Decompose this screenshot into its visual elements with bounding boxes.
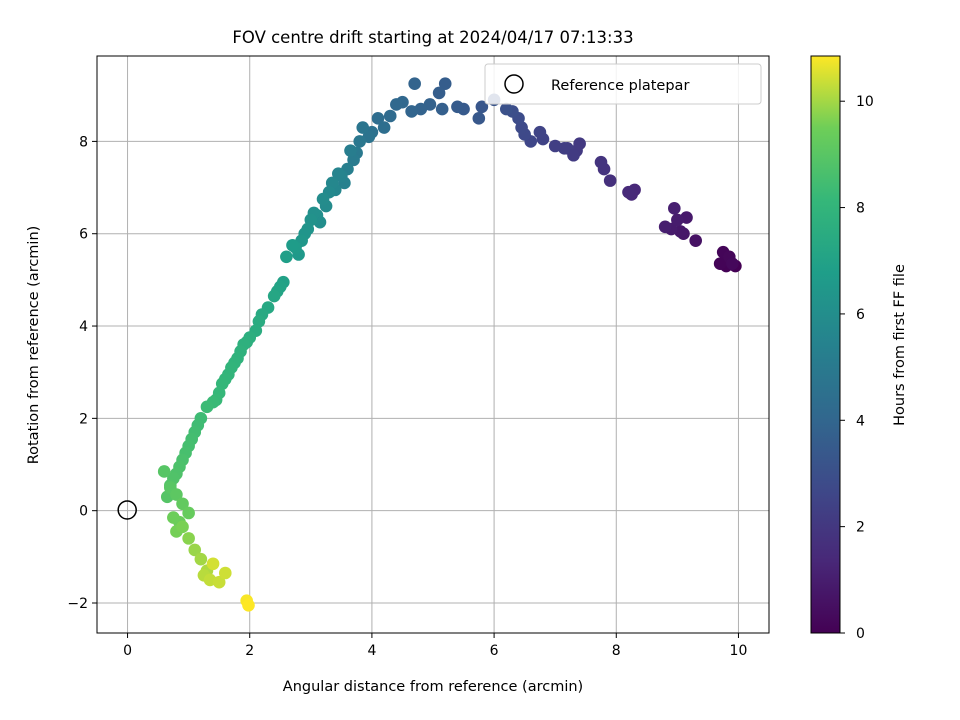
plot-frame	[96, 55, 770, 634]
colorbar	[810, 55, 841, 634]
legend: Reference platepar	[484, 63, 762, 105]
x-tick-label: 2	[245, 643, 254, 659]
data-point	[594, 155, 608, 169]
data-point	[332, 167, 345, 181]
y-tick-label: 4	[79, 319, 88, 335]
data-point	[212, 575, 226, 589]
data-point	[726, 257, 739, 271]
x-tick-label: 0	[123, 643, 132, 659]
data-point	[408, 77, 421, 90]
grid	[97, 56, 769, 633]
data-point	[603, 174, 617, 187]
data-point	[371, 112, 385, 125]
data-point	[713, 257, 727, 271]
colorbar-tick-label: 6	[856, 307, 865, 323]
data-point	[218, 566, 232, 580]
data-point	[267, 289, 281, 303]
data-point	[176, 520, 189, 534]
colorbar-tick-label: 4	[856, 413, 865, 429]
data-point	[286, 238, 299, 252]
x-tick-label: 6	[490, 643, 499, 659]
reference-point-marker	[117, 500, 137, 520]
data-point	[405, 105, 418, 118]
data-points	[157, 77, 742, 612]
data-point	[188, 543, 202, 557]
data-point	[356, 121, 370, 134]
x-axis-ticks: 0 2 4 6 8 10	[123, 633, 747, 659]
y-axis-ticks: −2 0 2 4 6 8	[67, 134, 97, 612]
data-point	[280, 250, 293, 264]
data-point	[432, 86, 446, 100]
x-tick-label: 8	[612, 643, 621, 659]
colorbar-tick-label: 2	[856, 520, 865, 536]
colorbar-tick-label: 10	[856, 94, 874, 110]
data-point	[383, 109, 397, 123]
colorbar-label: Hours from first FF file	[892, 264, 908, 426]
data-point	[475, 100, 489, 114]
legend-marker	[504, 74, 524, 94]
data-point	[390, 98, 403, 111]
data-point	[206, 557, 220, 571]
data-point	[344, 144, 357, 157]
data-point	[671, 213, 684, 227]
data-point	[200, 400, 214, 414]
y-tick-label: 8	[79, 134, 88, 150]
data-point	[500, 102, 513, 116]
colorbar-tick-label: 8	[856, 201, 865, 217]
data-point	[170, 488, 183, 501]
chart-title: FOV centre drift starting at 2024/04/17 …	[232, 28, 633, 47]
data-point	[438, 77, 452, 90]
data-point	[472, 112, 486, 125]
y-tick-label: 2	[79, 411, 88, 427]
legend-box	[484, 63, 762, 105]
colorbar-ticks: 0 2 4 6 8 10	[840, 94, 874, 642]
data-point	[658, 220, 672, 234]
x-tick-label: 4	[367, 643, 376, 659]
data-point	[533, 125, 547, 139]
data-point	[353, 135, 366, 148]
data-point	[182, 532, 195, 545]
data-point	[622, 185, 635, 199]
data-point	[316, 192, 330, 206]
data-point	[668, 202, 681, 215]
y-tick-label: 0	[79, 504, 88, 520]
data-point	[451, 100, 464, 114]
data-point	[548, 139, 562, 153]
data-point	[242, 599, 255, 612]
data-point	[176, 497, 189, 511]
data-point	[435, 102, 449, 116]
x-axis-label: Angular distance from reference (arcmin)	[283, 679, 583, 695]
legend-entry-reference: Reference platepar	[551, 78, 689, 94]
data-point	[194, 552, 208, 566]
data-point	[182, 506, 195, 520]
data-point	[157, 465, 171, 478]
colorbar-tick-label: 0	[856, 626, 865, 642]
data-point	[167, 511, 180, 524]
y-tick-label: −2	[67, 596, 88, 612]
data-point	[377, 121, 391, 134]
y-tick-label: 6	[79, 227, 88, 243]
data-point	[689, 234, 702, 247]
data-point	[567, 148, 580, 162]
y-axis-label: Rotation from reference (arcmin)	[26, 226, 42, 465]
x-tick-label: 10	[730, 643, 748, 659]
